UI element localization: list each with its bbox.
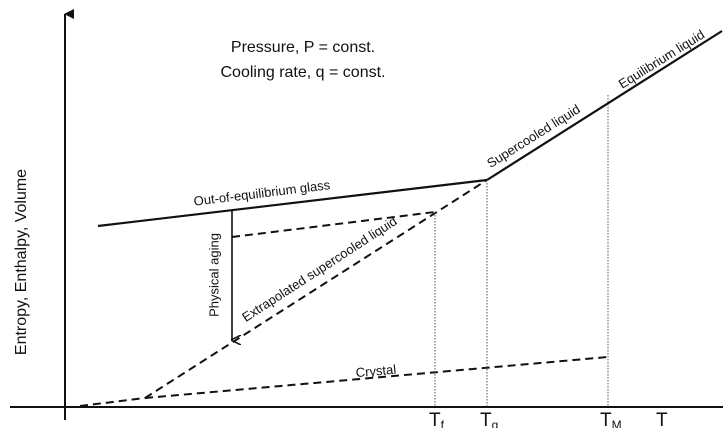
x-tick-label: TM [600,410,622,428]
curve-label: Supercooled liquid [484,101,583,170]
curve-label: Crystal [355,362,397,380]
x-tick-label: Tf [429,410,445,428]
curve-label: Out-of-equilibrium glass [193,177,332,209]
aging-line [231,211,436,238]
extrapolated-tail [79,397,146,407]
tick-sub: g [492,418,499,428]
condition: Pressure, P = const. [231,39,375,56]
curve-label: Extrapolated supercooled liquid [239,213,399,324]
x-tick-label: Tg [480,410,498,428]
curve-label: Equilibrium liquid [616,27,707,92]
tick-sub: f [441,418,445,428]
glass-line [97,178,488,228]
tick-main: T [480,410,492,428]
liquid-line [486,30,723,181]
condition: Cooling rate, q = const. [221,64,386,81]
extrapolated-line [144,179,488,399]
curve-label: Physical aging [206,233,221,317]
y-axis-label: Entropy, Enthalpy, Volume [13,169,30,355]
tick-main: T [429,410,441,428]
tick-main: T [600,410,612,428]
x-axis-label: T [656,410,668,428]
tick-sub: M [612,418,622,428]
